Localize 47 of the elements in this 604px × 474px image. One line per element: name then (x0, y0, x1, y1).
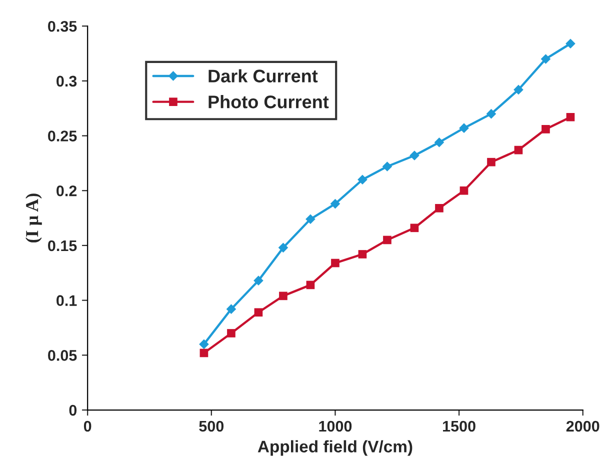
x-tick-label: 0 (84, 420, 92, 432)
y-axis-title: (I μ A) (26, 194, 42, 242)
point (487, 158, 496, 166)
point (382, 162, 392, 172)
point (227, 329, 236, 338)
point (200, 348, 208, 358)
legend-label: Photo Current (208, 95, 329, 108)
point (514, 84, 524, 95)
point (254, 276, 264, 286)
x-tick-label: 500 (199, 420, 224, 432)
y-tick-label: 0.1 (56, 295, 77, 306)
point (306, 280, 315, 290)
y-tick-label: 0 (69, 404, 77, 416)
point (459, 123, 469, 133)
point (410, 150, 420, 160)
point (358, 250, 367, 258)
point (486, 108, 496, 119)
y-tick-label: 0.3 (56, 76, 77, 87)
point (358, 174, 368, 185)
point (540, 54, 551, 64)
point (434, 137, 444, 148)
x-tick-label: 2000 (566, 420, 600, 432)
x-tick-label: 1500 (443, 420, 476, 432)
point (566, 112, 575, 122)
legend-label: Dark Current (208, 69, 318, 82)
point (279, 292, 288, 300)
point (542, 125, 550, 134)
point (566, 38, 576, 49)
x-tick-label: 1000 (319, 420, 352, 432)
y-tick-label: 0.05 (48, 350, 77, 361)
point (410, 224, 419, 232)
point (306, 214, 316, 224)
y-tick-label: 0.15 (48, 240, 77, 252)
point (278, 242, 288, 253)
y-tick-label: 0.2 (56, 185, 77, 196)
point (514, 146, 523, 154)
point (435, 204, 444, 212)
point (383, 236, 392, 244)
x-axis-title: Applied field (V/cm) (258, 440, 412, 456)
y-tick-label: 0.35 (48, 20, 77, 32)
point (226, 304, 236, 314)
point (331, 258, 340, 268)
point (199, 339, 209, 350)
point (254, 308, 263, 317)
point (330, 198, 340, 209)
y-tick-label: 0.25 (48, 130, 77, 142)
point (460, 186, 468, 195)
